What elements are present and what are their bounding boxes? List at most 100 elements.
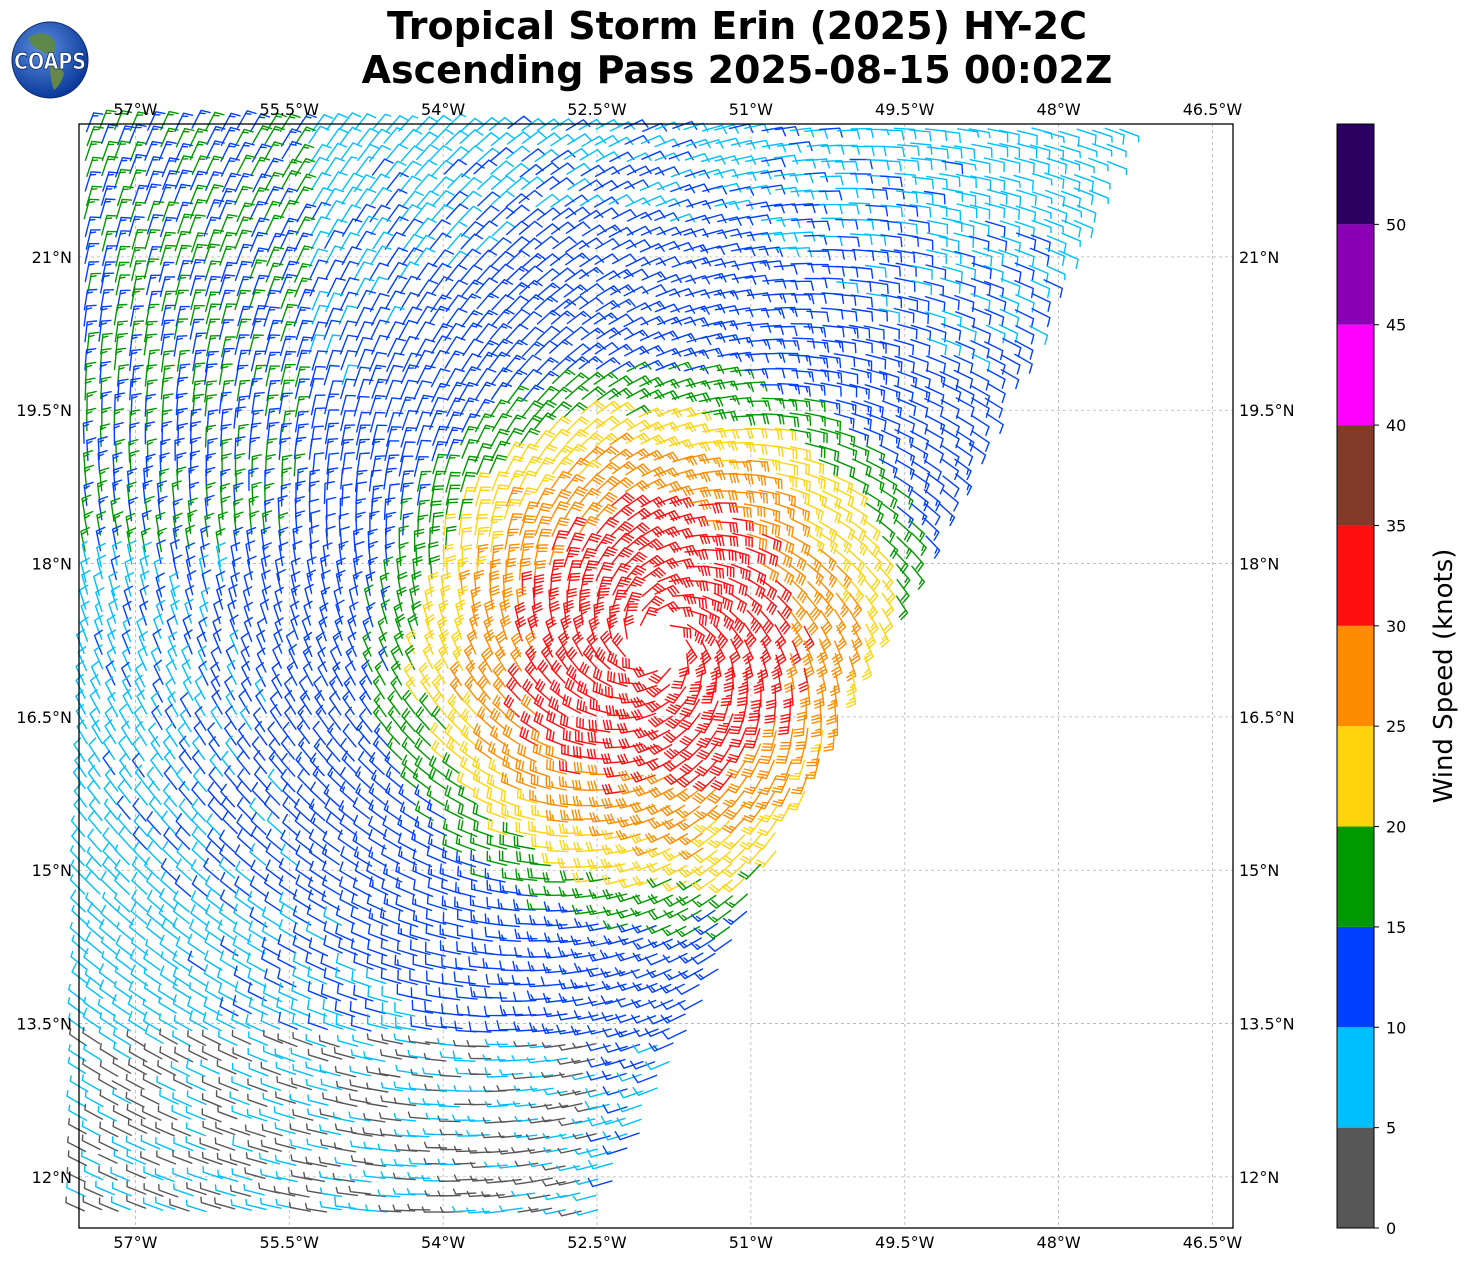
wind-barb xyxy=(863,400,884,418)
wind-barb xyxy=(810,730,824,753)
wind-barb xyxy=(381,844,400,865)
wind-barb xyxy=(158,261,175,283)
wind-barb xyxy=(128,124,147,144)
wind-barb xyxy=(983,157,1005,173)
wind-barb xyxy=(941,445,960,467)
wind-barb xyxy=(616,817,642,828)
wind-barb xyxy=(602,1104,628,1114)
wind-barb xyxy=(200,1196,222,1209)
wind-barb xyxy=(112,541,122,566)
wind-barb xyxy=(926,355,946,374)
wind-barb xyxy=(348,1185,372,1195)
wind-barb xyxy=(216,584,226,610)
wind-barb xyxy=(893,249,916,264)
wind-barb xyxy=(367,923,388,942)
wind-barb xyxy=(543,1056,568,1062)
wind-barb xyxy=(359,690,372,715)
wind-barb xyxy=(911,265,933,280)
wind-barb xyxy=(348,1111,371,1122)
wind-barb xyxy=(192,349,207,372)
wind-barb xyxy=(325,142,347,161)
wind-barb xyxy=(760,216,786,227)
wind-barb xyxy=(826,700,837,725)
wind-barb xyxy=(261,1123,283,1137)
wind-barb xyxy=(1059,250,1079,270)
wind-barb xyxy=(101,950,119,970)
wind-barb xyxy=(662,864,688,876)
wind-barb xyxy=(335,569,346,595)
wind-barb xyxy=(865,353,887,370)
wind-barb xyxy=(461,544,473,568)
wind-barb xyxy=(942,489,959,512)
wind-barb xyxy=(501,867,524,882)
wind-barb xyxy=(339,861,358,882)
wind-barb xyxy=(629,801,655,813)
wind-barb xyxy=(392,1188,416,1196)
wind-barb xyxy=(192,768,207,793)
wind-barb xyxy=(543,885,567,897)
wind-barb xyxy=(638,538,664,551)
wind-barb xyxy=(1013,174,1034,191)
wind-barb xyxy=(341,186,363,205)
wind-barb xyxy=(142,541,152,567)
wind-barb xyxy=(126,540,137,565)
wind-barb xyxy=(731,491,755,504)
wind-barb xyxy=(615,797,641,809)
wind-barb xyxy=(893,339,915,356)
wind-barb xyxy=(442,818,463,838)
wind-barb xyxy=(790,774,809,795)
wind-barb xyxy=(247,1047,268,1063)
wind-barb xyxy=(268,750,283,775)
wind-barb xyxy=(307,999,328,1017)
wind-barb xyxy=(558,776,581,790)
wind-barb xyxy=(491,175,515,190)
wind-barb xyxy=(385,290,406,310)
wind-barb xyxy=(142,1197,164,1211)
wind-barb xyxy=(475,277,499,294)
wind-barb xyxy=(220,423,232,447)
wind-barb xyxy=(271,673,283,699)
wind-barb xyxy=(249,875,268,898)
wind-barb xyxy=(789,446,811,461)
wind-barb xyxy=(176,766,190,791)
wind-barb xyxy=(274,556,285,581)
wind-barb xyxy=(563,546,581,568)
wind-barb xyxy=(925,535,941,559)
wind-barb xyxy=(597,546,618,565)
wind-barb xyxy=(83,198,100,220)
wind-barb xyxy=(803,458,825,475)
wind-barb xyxy=(549,283,575,298)
wind-barb xyxy=(250,247,269,268)
wind-barb xyxy=(369,394,386,416)
wind-barb xyxy=(142,1011,162,1032)
wind-barb xyxy=(629,833,655,844)
wind-barb xyxy=(231,1009,251,1029)
wind-barb xyxy=(266,380,281,402)
wind-barb xyxy=(206,335,221,357)
wind-barb xyxy=(999,203,1020,220)
wind-barb xyxy=(186,1167,208,1181)
wind-barb xyxy=(266,246,285,267)
wind-barb xyxy=(1000,278,1021,297)
wind-barb xyxy=(206,199,225,220)
wind-barb xyxy=(129,334,143,356)
title-line-2: Ascending Pass 2025-08-15 00:02Z xyxy=(361,48,1113,92)
wind-barb xyxy=(490,501,507,522)
wind-barb xyxy=(710,773,733,791)
wind-barb xyxy=(326,127,349,146)
wind-barb xyxy=(129,246,145,268)
wind-barb xyxy=(229,1153,251,1166)
wind-barb xyxy=(498,1176,522,1183)
wind-barb xyxy=(251,782,267,806)
wind-barb xyxy=(317,661,329,687)
wind-barb xyxy=(518,487,537,507)
wind-barb xyxy=(366,1066,388,1077)
wind-barb xyxy=(232,1063,252,1078)
wind-barb xyxy=(715,521,739,533)
wind-barb xyxy=(301,615,311,641)
wind-barb xyxy=(274,586,284,612)
wind-barb xyxy=(163,765,178,790)
wind-barb xyxy=(267,276,285,297)
wind-barb xyxy=(326,452,340,475)
wind-barb xyxy=(536,325,560,341)
